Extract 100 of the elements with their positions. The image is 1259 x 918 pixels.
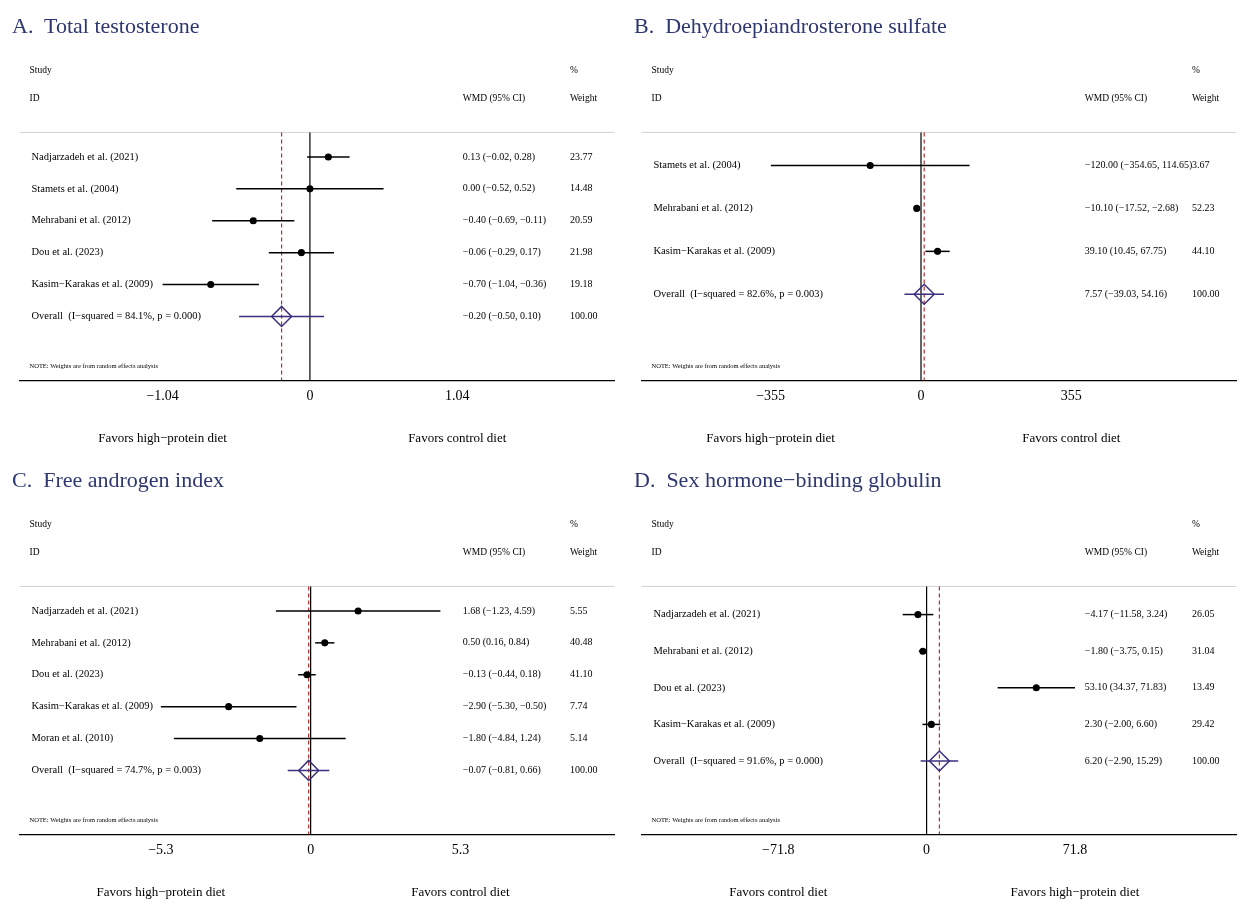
- text: ID: [29, 546, 40, 557]
- y-tick-label: Overall (I−squared = 84.1%, p = 0.000): [31, 310, 202, 323]
- x-tick-label: 5.3: [451, 842, 470, 858]
- annotation: 0.50 (0.16, 0.84): [462, 636, 530, 649]
- annotation: 31.04: [1191, 644, 1215, 656]
- y-tick-label: Overall (I−squared = 82.6%, p = 0.003): [653, 288, 824, 301]
- y-tick-label: Stamets et al. (2004): [653, 159, 741, 172]
- text: Weight: [569, 92, 598, 103]
- text: %: [569, 518, 578, 529]
- text: WMD (95% CI): [462, 546, 526, 558]
- y-tick-label: Dou et al. (2023): [31, 668, 104, 681]
- annotation: 53.10 (34.37, 71.83): [1084, 681, 1167, 694]
- annotation: 41.10: [569, 668, 593, 680]
- x-tick-label: −355: [756, 388, 786, 404]
- annotation: 23.77: [569, 150, 593, 162]
- annotation: 100.00: [1191, 754, 1220, 766]
- text: WMD (95% CI): [1084, 92, 1148, 104]
- x-tick-label: 355: [1060, 388, 1082, 404]
- y-tick-label: Kasim−Karakas et al. (2009): [653, 718, 776, 731]
- annotation: 5.14: [569, 732, 588, 744]
- text: Favors control diet: [408, 429, 507, 445]
- annotation: −2.90 (−5.30, −0.50): [462, 700, 547, 713]
- x-tick-label: −1.04: [146, 388, 179, 404]
- y-tick-label: Dou et al. (2023): [653, 681, 726, 694]
- annotation: −0.40 (−0.69, −0.11): [462, 214, 546, 227]
- annotation: 7.57 (−39.03, 54.16): [1084, 287, 1168, 300]
- text: %: [1191, 64, 1200, 75]
- chart-title: B. Dehydroepiandrosterone sulfate: [634, 12, 947, 38]
- text: WMD (95% CI): [462, 92, 526, 104]
- y-tick-label: Mehrabani et al. (2012): [31, 636, 132, 649]
- annotation: −0.07 (−0.81, 0.66): [462, 764, 541, 777]
- x-tick-label: 0: [917, 388, 925, 404]
- annotation: −10.10 (−17.52, −2.68): [1084, 202, 1179, 215]
- x-tick-label: 1.04: [445, 388, 470, 404]
- text: WMD (95% CI): [1084, 546, 1148, 558]
- y-tick-label: Kasim−Karakas et al. (2009): [31, 700, 154, 713]
- annotation: −4.17 (−11.58, 3.24): [1084, 608, 1168, 621]
- text: Weight: [569, 546, 598, 557]
- annotation: 100.00: [569, 764, 598, 776]
- text: ID: [651, 546, 662, 557]
- chart-title: C. Free androgen index: [12, 466, 224, 492]
- y-tick-label: Dou et al. (2023): [31, 246, 104, 259]
- annotation: −0.13 (−0.44, 0.18): [462, 668, 541, 681]
- annotation: 44.10: [1191, 244, 1215, 256]
- text: Favors high−protein diet: [98, 429, 228, 445]
- text: Study: [651, 64, 674, 75]
- text: Weight: [1191, 92, 1220, 103]
- y-tick-label: Mehrabani et al. (2012): [31, 214, 132, 227]
- annotation: 29.42: [1191, 718, 1215, 730]
- annotation: 6.20 (−2.90, 15.29): [1084, 754, 1163, 767]
- annotation: 0.00 (−0.52, 0.52): [462, 182, 536, 195]
- annotation: −120.00 (−354.65, 114.65): [1084, 159, 1193, 172]
- annotation: 2.30 (−2.00, 6.60): [1084, 718, 1158, 731]
- annotation: 19.18: [569, 278, 593, 290]
- y-tick-label: Nadjarzadeh et al. (2021): [31, 604, 139, 617]
- annotation: 100.00: [569, 310, 598, 322]
- text: Favors high−protein diet: [96, 883, 226, 899]
- annotation: 21.98: [569, 246, 593, 258]
- annotation: 13.49: [1191, 681, 1215, 693]
- text: %: [1191, 518, 1200, 529]
- x-tick-label: −71.8: [762, 842, 795, 858]
- x-tick-label: −5.3: [148, 842, 174, 858]
- text: Favors high−protein diet: [706, 429, 836, 445]
- x-tick-label: 0: [307, 842, 315, 858]
- text: %: [569, 64, 578, 75]
- y-tick-label: Moran et al. (2010): [31, 732, 114, 745]
- y-tick-label: Overall (I−squared = 91.6%, p = 0.000): [653, 754, 824, 767]
- annotation: −1.80 (−4.84, 1.24): [462, 732, 541, 745]
- annotation: 1.68 (−1.23, 4.59): [462, 604, 536, 617]
- annotation: −0.20 (−0.50, 0.10): [462, 310, 541, 323]
- y-tick-label: Mehrabani et al. (2012): [653, 644, 754, 657]
- text: ID: [651, 92, 662, 103]
- text: Weight: [1191, 546, 1220, 557]
- annotation: −0.06 (−0.29, 0.17): [462, 246, 541, 259]
- x-tick-label: 71.8: [1062, 842, 1088, 858]
- annotation: 0.13 (−0.02, 0.28): [462, 150, 536, 163]
- annotation: 40.48: [569, 636, 593, 648]
- text: Favors control diet: [729, 883, 828, 899]
- annotation: 7.74: [569, 700, 588, 712]
- annotation: 100.00: [1191, 287, 1220, 299]
- text: Study: [29, 518, 52, 529]
- annotation: 26.05: [1191, 608, 1215, 620]
- y-tick-label: Overall (I−squared = 74.7%, p = 0.003): [31, 764, 202, 777]
- y-tick-label: Mehrabani et al. (2012): [653, 202, 754, 215]
- chart-title: A. Total testosterone: [12, 12, 200, 38]
- annotation: 3.67: [1191, 159, 1210, 171]
- annotation: 20.59: [569, 214, 593, 226]
- text: Favors control diet: [1022, 429, 1121, 445]
- text: ID: [29, 92, 40, 103]
- annotation: 39.10 (10.45, 67.75): [1084, 244, 1167, 257]
- text: Study: [29, 64, 52, 75]
- text: Favors high−protein diet: [1010, 883, 1140, 899]
- annotation: −1.80 (−3.75, 0.15): [1084, 644, 1163, 657]
- x-tick-label: 0: [923, 842, 931, 858]
- annotation: 5.55: [569, 604, 588, 616]
- x-tick-label: 0: [306, 388, 314, 404]
- text: Study: [651, 518, 674, 529]
- annotation: 52.23: [1191, 202, 1215, 214]
- y-tick-label: Nadjarzadeh et al. (2021): [31, 150, 139, 163]
- text: Favors control diet: [411, 883, 510, 899]
